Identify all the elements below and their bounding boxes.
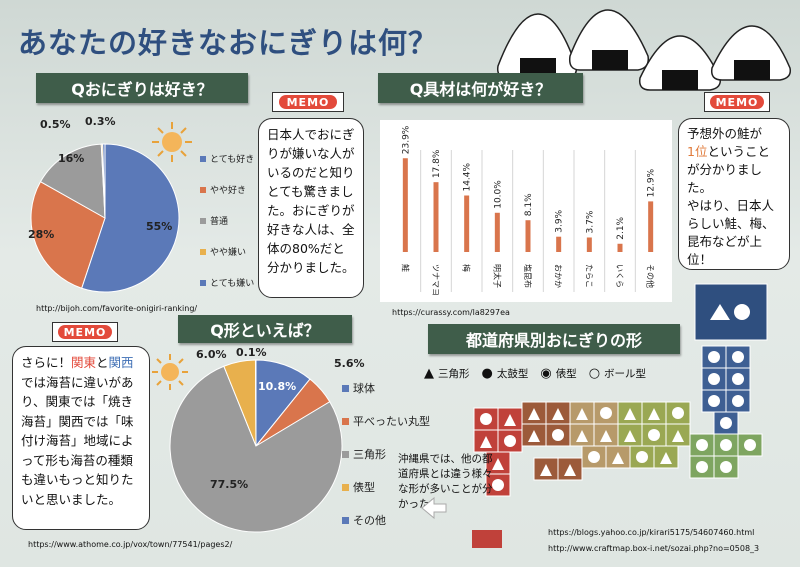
legend-item: 球体: [342, 380, 430, 396]
pie1-slice-2: [39, 143, 106, 219]
bar-category-label-4: 塩昆布: [523, 264, 533, 288]
bar-value-label-5: 3.9%: [555, 209, 565, 232]
pie2-label-flat: 5.6%: [334, 357, 365, 370]
pie2-slice-2: [169, 365, 343, 533]
memo-card: 予想外の鮭が 1位ということが分かりました。 やはり、日本人らしい鮭、梅、昆布な…: [678, 118, 790, 270]
pie-chart-like: [30, 143, 180, 293]
sun-icon: [152, 122, 192, 162]
japan-map: [472, 283, 768, 548]
legend-item: 三角形: [342, 446, 430, 462]
bar-4: [525, 220, 531, 252]
ball-icon: ○: [588, 366, 601, 381]
drum-icon: ●: [481, 366, 493, 381]
bar-category-label-6: たらこ: [584, 264, 593, 288]
onigiri-icon: [710, 25, 792, 81]
legend-item: その他: [342, 512, 430, 528]
tawara-icon: ◉: [540, 366, 552, 381]
memo-card: 日本人でおにぎりが嫌いな人がいるのだと知りとても驚きました。おにぎりが好きな人は…: [258, 118, 364, 298]
section-banner-prefecture: 都道府県別おにぎりの形: [428, 324, 680, 354]
legend-item: 俵型: [342, 479, 430, 495]
bar-category-label-2: 梅: [462, 264, 472, 272]
bar-value-label-3: 10.0%: [493, 180, 503, 209]
pie-chart-shape: [169, 359, 343, 533]
shape-legend-item: ● 太鼓型: [481, 366, 529, 381]
bar-value-label-0: 23.9%: [401, 125, 411, 154]
bar-1: [433, 182, 439, 252]
memo-tag: MEMO: [52, 322, 118, 342]
legend-item: とても嫌い: [200, 276, 254, 289]
memo-card: さらに！関東と関西では海苔に違いがあり、関東では「焼き海苔」関西では「味付け海苔…: [12, 346, 150, 530]
pie1-slice-4: [102, 143, 106, 219]
bar-value-label-4: 8.1%: [524, 193, 534, 216]
memo-tag: MEMO: [704, 92, 770, 112]
pie1-label-love: 55%: [146, 220, 173, 233]
pie1-label-normal: 16%: [58, 152, 85, 165]
bar-value-label-2: 14.4%: [463, 162, 473, 191]
bar-chart: 23.9% 鮭 17.8% ツナマヨ 14.4% 梅 10.0% 明太子 8.1% 塩昆布 3.9%…: [400, 125, 657, 296]
pie1-slice-1: [30, 180, 106, 289]
section-banner-shape: Q形といえば？: [178, 315, 352, 343]
bar-value-label-8: 12.9%: [647, 168, 657, 197]
pie1-label-like: 28%: [28, 228, 55, 241]
pie2-label-other: 0.1%: [236, 346, 267, 359]
source-url[interactable]: http://bijoh.com/favorite-onigiri-rankin…: [36, 304, 198, 313]
triangle-icon: ▲: [424, 366, 434, 381]
onigiri-decoration: [496, 9, 792, 91]
pie2-label-sphere: 10.8%: [258, 380, 297, 393]
bar-8: [648, 201, 654, 252]
bar-7: [617, 243, 623, 252]
memo-tag: MEMO: [272, 92, 344, 112]
shape-legend-item: ▲ 三角形: [424, 366, 470, 381]
bar-6: [586, 237, 592, 252]
bar-category-label-7: いくら: [615, 264, 624, 288]
pie2-label-tawara: 6.0%: [196, 348, 227, 361]
pie1-legend: とても好き やや好き 普通 やや嫌い とても嫌い: [200, 152, 254, 307]
bar-value-label-1: 17.8%: [432, 149, 442, 178]
shape-legend-item: ◉ 俵型: [540, 366, 577, 381]
pie2-label-triangle: 77.5%: [210, 478, 249, 491]
page-title: あなたの好きなおにぎりは何？: [18, 26, 439, 60]
pie1-label-dislike: 0.3%: [85, 115, 116, 128]
source-url[interactable]: https://curassy.com/la8297ea: [392, 308, 510, 317]
legend-item: やや嫌い: [200, 245, 254, 258]
arrow-icon: [421, 496, 447, 520]
pie2-slice-4: [254, 359, 257, 447]
legend-item: 普通: [200, 214, 254, 227]
onigiri-icon: [568, 9, 650, 71]
bar-chart-panel: 23.9% 鮭 17.8% ツナマヨ 14.4% 梅 10.0% 明太子 8.1% 塩昆布 3.9%…: [380, 120, 672, 302]
bar-category-label-8: その他: [646, 264, 656, 288]
legend-item: 平べったい丸型: [342, 413, 430, 429]
bar-category-label-5: おかか: [554, 264, 563, 288]
source-url[interactable]: https://blogs.yahoo.co.jp/kirari5175/546…: [548, 528, 755, 537]
bar-category-label-1: ツナマヨ: [431, 264, 440, 296]
bar-value-label-6: 3.7%: [585, 210, 595, 233]
shape-legend-item: ○ ボール型: [588, 366, 647, 381]
legend-item: とても好き: [200, 152, 254, 165]
section-banner-like: Qおにぎりは好き？: [36, 73, 248, 103]
bar-3: [494, 212, 500, 252]
sun-icon: [152, 354, 188, 390]
bar-2: [464, 195, 470, 252]
section-banner-filling: Q具材は何が好き？: [378, 73, 583, 103]
okinawa-note: 沖縄県では、他の都道府県とは違う様々な形が多いことが分かった！: [398, 453, 493, 510]
pie1-label-dislike-strong: 0.5%: [40, 118, 71, 131]
shape-legend: ▲ 三角形 ● 太鼓型 ◉ 俵型 ○ ボール型: [424, 366, 646, 381]
source-url[interactable]: http://www.craftmap.box-i.net/sozai.php?…: [548, 544, 760, 553]
bar-category-label-0: 鮭: [400, 264, 410, 272]
pie2-legend: 球体 平べったい丸型 三角形 俵型 その他: [342, 380, 430, 545]
bar-value-label-7: 2.1%: [616, 216, 626, 239]
legend-item: やや好き: [200, 183, 254, 196]
bar-0: [402, 158, 408, 252]
bar-category-label-3: 明太子: [492, 264, 502, 288]
source-url[interactable]: https://www.athome.co.jp/vox/town/77541/…: [28, 540, 233, 549]
pie1-slice-0: [81, 143, 180, 293]
bar-5: [556, 236, 562, 252]
